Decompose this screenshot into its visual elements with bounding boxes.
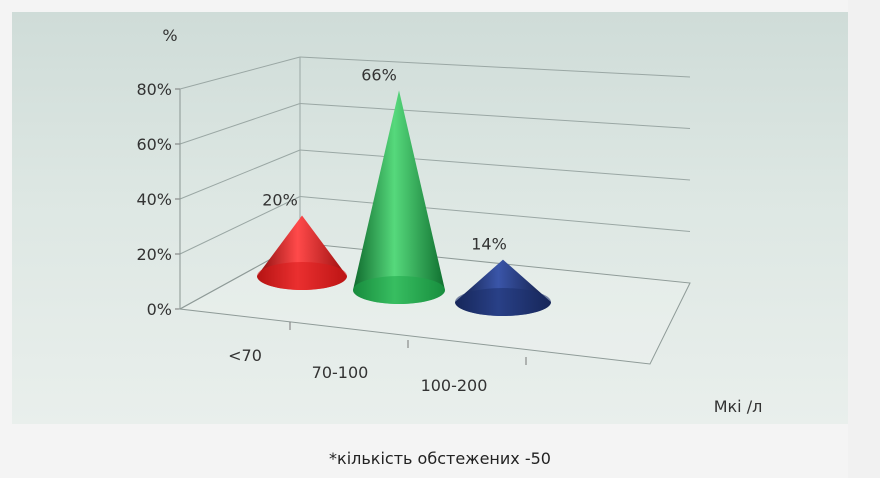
- x-axis-title: Мкі /л: [714, 397, 763, 416]
- gridline-back: [299, 149, 691, 181]
- y-tick-label: 0%: [147, 300, 172, 319]
- x-category-label: 70-100: [312, 363, 369, 382]
- gridline-back: [299, 56, 691, 78]
- data-label: 14%: [471, 235, 507, 254]
- x-category-label: <70: [228, 346, 262, 365]
- y-tick-label: 60%: [136, 135, 172, 154]
- data-label: 20%: [262, 191, 298, 210]
- data-label: 66%: [361, 65, 397, 84]
- cone-base: [353, 276, 445, 304]
- y-tick-label: 80%: [136, 80, 172, 99]
- gridline-back: [299, 103, 691, 129]
- gridline-wall: [179, 196, 301, 255]
- cone-2: [455, 259, 551, 316]
- y-tick-label: 20%: [136, 245, 172, 264]
- cone-mark: [353, 90, 445, 304]
- gridline-wall: [179, 149, 301, 200]
- footnote: *кількість обстежених -50: [329, 449, 551, 468]
- gridline-wall: [179, 56, 301, 90]
- right-margin: [848, 0, 880, 478]
- gridline-wall: [179, 103, 301, 145]
- cone-0: [257, 215, 347, 290]
- y-axis-title: %: [162, 26, 177, 45]
- y-tick-label: 40%: [136, 190, 172, 209]
- cone-base: [257, 262, 347, 290]
- gridline-back: [299, 196, 691, 232]
- x-category-label: 100-200: [421, 376, 488, 395]
- chart-panel: [12, 12, 848, 424]
- cone-base: [455, 288, 551, 316]
- cone-1: [353, 90, 445, 304]
